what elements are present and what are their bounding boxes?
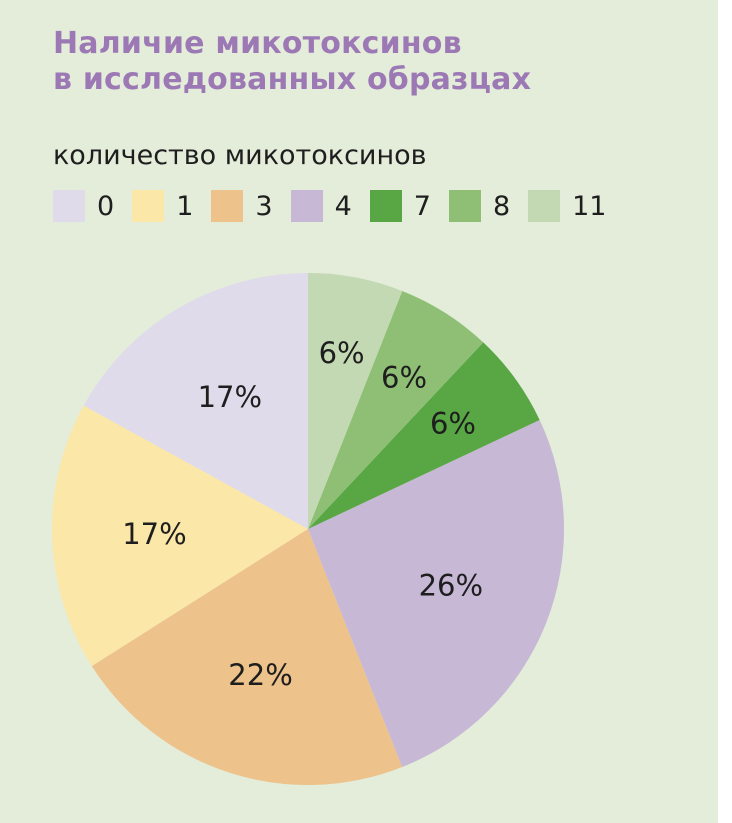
legend-title: количество микотоксинов — [53, 140, 427, 171]
legend-swatch — [132, 190, 165, 222]
legend-swatch — [290, 190, 323, 222]
legend-item-11: 11 — [528, 190, 606, 222]
legend: 0 1 3 4 7 8 11 — [53, 190, 624, 222]
legend-item-4: 4 — [290, 190, 352, 222]
legend-item-7: 7 — [369, 190, 431, 222]
pie-slice-4 — [308, 420, 564, 768]
chart-title-line-1: Наличие микотоксинов — [53, 26, 462, 61]
slice-label-8: 6% — [381, 361, 427, 395]
pie-slice-3 — [91, 529, 403, 785]
slice-label-11: 6% — [319, 336, 365, 370]
pie-slice-0 — [83, 273, 308, 529]
legend-item-1: 1 — [132, 190, 193, 222]
slice-label-4: 26% — [419, 569, 483, 603]
legend-label: 8 — [492, 190, 511, 222]
legend-swatch — [53, 190, 85, 222]
slice-label-0: 17% — [198, 380, 262, 414]
legend-swatch — [528, 190, 561, 222]
legend-label: 11 — [572, 190, 607, 222]
legend-label: 7 — [413, 190, 431, 222]
legend-item-3: 3 — [211, 190, 273, 222]
pie-slice-8 — [308, 290, 484, 529]
legend-label: 4 — [334, 190, 352, 222]
legend-item-0: 0 — [53, 190, 114, 222]
legend-label: 0 — [97, 190, 115, 222]
legend-swatch — [448, 190, 481, 222]
slice-label-1: 17% — [122, 517, 186, 551]
legend-label: 3 — [255, 190, 273, 222]
pie-slice-1 — [52, 405, 309, 667]
slice-label-7: 6% — [430, 407, 476, 441]
legend-label: 1 — [176, 190, 194, 222]
legend-item-8: 8 — [448, 190, 511, 222]
pie-slice-7 — [308, 342, 540, 529]
legend-swatch — [211, 190, 244, 222]
pie-slice-11 — [308, 273, 403, 529]
slice-label-3: 22% — [228, 658, 292, 692]
legend-swatch — [369, 190, 402, 222]
chart-title-line-2: в исследованных образцах — [53, 62, 532, 97]
chart-title: Наличие микотоксинов в исследованных обр… — [53, 26, 531, 98]
